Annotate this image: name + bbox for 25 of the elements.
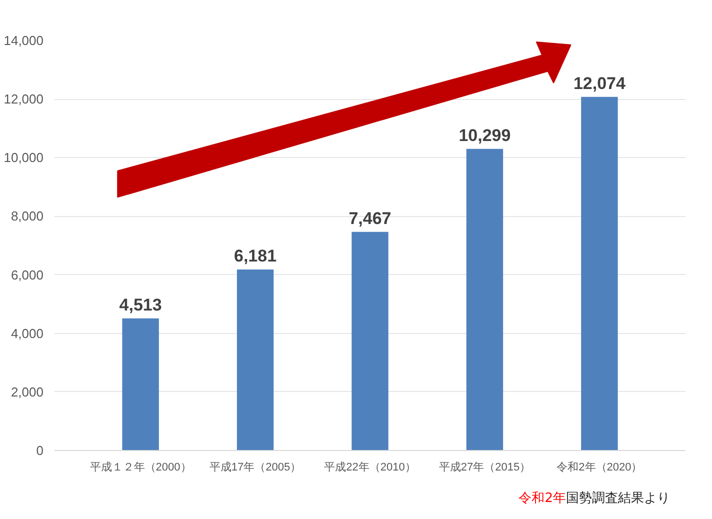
y-tick-label: 8,000 (10, 208, 44, 224)
text: 国勢調査結果より (566, 491, 670, 506)
data-label: 7,467 (348, 208, 392, 228)
bar (581, 96, 618, 450)
y-tick-label: 4,000 (10, 326, 44, 341)
x-tick-label: 令和2年（2020） (556, 460, 642, 474)
text: 令和2年 (518, 491, 566, 506)
y-tick-label: 2,000 (10, 384, 44, 400)
x-tick-label: 平成22年（2010） (324, 460, 416, 474)
data-label: 4,513 (119, 295, 162, 314)
x-tick-label: 平成27年（2015） (438, 460, 531, 474)
y-tick-label: 12,000 (4, 92, 44, 107)
bar (352, 232, 388, 450)
y-tick-label: 14,000 (4, 33, 44, 48)
bar (122, 318, 159, 450)
data-label: 6,181 (234, 246, 277, 266)
bar (236, 269, 274, 450)
bar (466, 148, 504, 450)
data-label: 12,074 (573, 74, 626, 93)
x-tick-label: 平成17年（2005） (209, 460, 302, 474)
y-tick-label: 0 (36, 443, 44, 458)
y-tick-label: 6,000 (10, 267, 44, 282)
data-label: 10,299 (458, 126, 511, 145)
y-tick-label: 10,000 (4, 150, 44, 166)
x-tick-label: 平成１２年（2000） (90, 460, 192, 474)
